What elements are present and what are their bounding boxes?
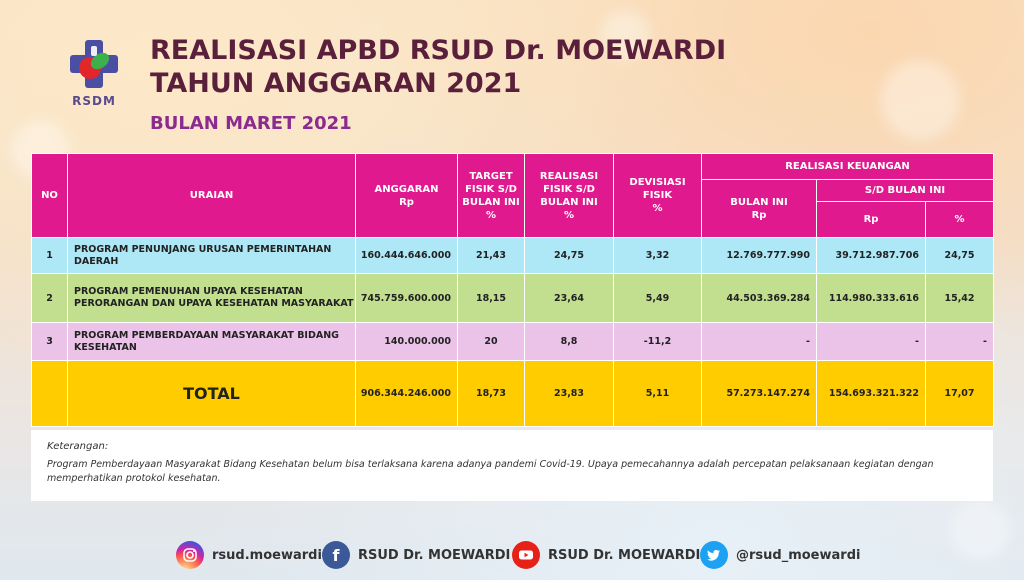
notes-box: Keterangan: Program Pemberdayaan Masyara… <box>31 430 993 501</box>
background-bokeh <box>600 10 650 60</box>
cell-bulan-ini: - <box>701 322 817 361</box>
total-sd-pct: 17,07 <box>925 360 994 427</box>
header-sd-pct: % <box>925 201 994 238</box>
total-target: 18,73 <box>457 360 525 427</box>
cell-uraian: PROGRAM PEMENUHAN UPAYA KESEHATAN PERORA… <box>67 273 356 323</box>
header-deviasi-unit: % <box>652 203 663 214</box>
cell-sd-pct: 15,42 <box>925 273 994 323</box>
header-sd-rp: Rp <box>816 201 926 238</box>
header-target-unit: % <box>485 209 497 221</box>
cell-target: 18,15 <box>457 273 525 323</box>
social-instagram[interactable]: rsud.moewardi <box>176 540 322 570</box>
header-realisasi-keuangan: REALISASI KEUANGAN <box>701 153 994 180</box>
header-anggaran-label: ANGGARAN <box>374 183 439 195</box>
budget-table: NO URAIAN ANGGARAN Rp TARGET FISIK S/D B… <box>31 153 994 427</box>
header-bulan-ini-label: BULAN INI <box>730 196 788 208</box>
medical-cross-icon <box>70 40 118 88</box>
table-row: 1 PROGRAM PENUNJANG URUSAN PEMERINTAHAN … <box>31 237 994 274</box>
header-realisasi-fisik-label: REALISASI FISIK S/D BULAN INI <box>539 170 599 208</box>
cell-uraian: PROGRAM PEMBERDAYAAN MASYARAKAT BIDANG K… <box>67 322 356 361</box>
header-bulan-ini: BULAN INI Rp <box>701 179 817 238</box>
social-bar: rsud.moewardi f RSUD Dr. MOEWARDI RSUD D… <box>0 540 1024 570</box>
instagram-icon <box>176 541 204 569</box>
cell-realisasi-fisik: 24,75 <box>524 237 614 274</box>
header-uraian: URAIAN <box>67 153 356 238</box>
cell-bulan-ini: 44.503.369.284 <box>701 273 817 323</box>
cell-realisasi-fisik: 8,8 <box>524 322 614 361</box>
header-anggaran-unit: Rp <box>399 196 414 208</box>
cell-target: 21,43 <box>457 237 525 274</box>
header-deviasi: DEVISIASI FISIK % <box>613 153 702 238</box>
cell-no: 1 <box>31 237 68 274</box>
background-bokeh <box>880 60 960 140</box>
cell-sd-rp: 39.712.987.706 <box>816 237 926 274</box>
instagram-handle: rsud.moewardi <box>212 547 322 563</box>
youtube-handle: RSUD Dr. MOEWARDI <box>548 547 701 563</box>
facebook-handle: RSUD Dr. MOEWARDI <box>358 547 511 563</box>
social-youtube[interactable]: RSUD Dr. MOEWARDI <box>512 540 700 570</box>
page-subtitle: BULAN MARET 2021 <box>150 113 352 134</box>
header-sd-bulan-ini: S/D BULAN INI <box>816 179 994 202</box>
header-bulan-ini-unit: Rp <box>751 209 767 221</box>
cell-no <box>31 360 68 427</box>
cell-sd-rp: - <box>816 322 926 361</box>
title-line-1: REALISASI APBD RSUD Dr. MOEWARDI <box>150 35 727 66</box>
cell-anggaran: 745.759.600.000 <box>355 273 458 323</box>
twitter-bird-icon <box>700 541 728 569</box>
total-label: TOTAL <box>67 360 356 427</box>
cell-uraian: PROGRAM PENUNJANG URUSAN PEMERINTAHAN DA… <box>67 237 356 274</box>
cell-deviasi: 3,32 <box>613 237 702 274</box>
total-sd-rp: 154.693.321.322 <box>816 360 926 427</box>
table-row: 3 PROGRAM PEMBERDAYAAN MASYARAKAT BIDANG… <box>31 322 994 361</box>
total-realisasi-fisik: 23,83 <box>524 360 614 427</box>
social-facebook[interactable]: f RSUD Dr. MOEWARDI <box>322 540 510 570</box>
page-title: REALISASI APBD RSUD Dr. MOEWARDI TAHUN A… <box>150 34 726 100</box>
twitter-handle: @rsud_moewardi <box>736 547 861 563</box>
title-line-2: TAHUN ANGGARAN 2021 <box>150 68 522 99</box>
header-target: TARGET FISIK S/D BULAN INI % <box>457 153 525 238</box>
youtube-icon <box>512 541 540 569</box>
total-deviasi: 5,11 <box>613 360 702 427</box>
notes-heading: Keterangan: <box>47 441 109 452</box>
cell-target: 20 <box>457 322 525 361</box>
cell-no: 3 <box>31 322 68 361</box>
header-anggaran: ANGGARAN Rp <box>355 153 458 238</box>
total-bulan-ini: 57.273.147.274 <box>701 360 817 427</box>
cell-anggaran: 140.000.000 <box>355 322 458 361</box>
notes-text: Program Pemberdayaan Masyarakat Bidang K… <box>47 459 934 484</box>
cell-sd-pct: - <box>925 322 994 361</box>
header-no: NO <box>31 153 68 238</box>
total-anggaran: 906.344.246.000 <box>355 360 458 427</box>
header-realisasi-fisik: REALISASI FISIK S/D BULAN INI % <box>524 153 614 238</box>
logo-text: RSDM <box>72 94 116 108</box>
header-deviasi-label: DEVISIASI FISIK <box>629 177 686 201</box>
cell-no: 2 <box>31 273 68 323</box>
cell-anggaran: 160.444.646.000 <box>355 237 458 274</box>
social-twitter[interactable]: @rsud_moewardi <box>700 540 860 570</box>
cell-realisasi-fisik: 23,64 <box>524 273 614 323</box>
cell-sd-rp: 114.980.333.616 <box>816 273 926 323</box>
cell-deviasi: 5,49 <box>613 273 702 323</box>
rsdm-logo: RSDM <box>62 38 124 112</box>
header-realisasi-fisik-unit: % <box>563 209 575 221</box>
header-target-label: TARGET FISIK S/D BULAN INI <box>462 170 520 208</box>
cell-deviasi: -11,2 <box>613 322 702 361</box>
table-row: 2 PROGRAM PEMENUHAN UPAYA KESEHATAN PERO… <box>31 273 994 323</box>
facebook-icon: f <box>322 541 350 569</box>
background-bokeh <box>950 500 1010 560</box>
cell-sd-pct: 24,75 <box>925 237 994 274</box>
total-row: TOTAL 906.344.246.000 18,73 23,83 5,11 5… <box>31 360 994 427</box>
cell-bulan-ini: 12.769.777.990 <box>701 237 817 274</box>
